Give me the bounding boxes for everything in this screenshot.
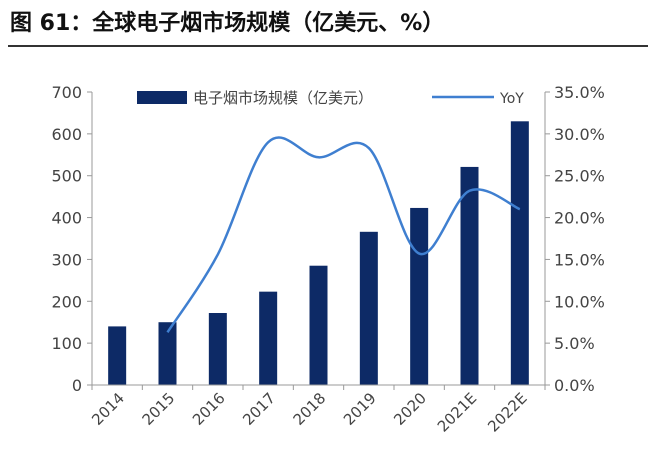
bar-2015 bbox=[158, 322, 177, 385]
x-category-label: 2017 bbox=[239, 389, 279, 429]
right-tick-label: 35.0% bbox=[554, 83, 605, 102]
title-divider bbox=[8, 45, 648, 47]
x-category-label: 2016 bbox=[189, 389, 229, 429]
bar-2014 bbox=[108, 326, 127, 385]
bar-2017 bbox=[259, 291, 278, 385]
right-tick-label: 20.0% bbox=[554, 209, 605, 228]
left-tick-label: 400 bbox=[51, 209, 82, 228]
left-tick-label: 700 bbox=[51, 83, 82, 102]
right-tick-label: 0.0% bbox=[554, 376, 595, 395]
bar-2018 bbox=[309, 265, 328, 385]
left-tick-label: 200 bbox=[51, 292, 82, 311]
right-tick-label: 5.0% bbox=[554, 334, 595, 353]
x-category-label: 2022E bbox=[484, 389, 530, 435]
bar-2020 bbox=[410, 207, 429, 385]
x-category-label: 2019 bbox=[340, 389, 380, 429]
right-tick-label: 10.0% bbox=[554, 292, 605, 311]
legend-line-label: YoY bbox=[499, 91, 524, 107]
left-tick-label: 300 bbox=[51, 250, 82, 269]
bar-2021E bbox=[460, 166, 479, 385]
x-category-label: 2014 bbox=[88, 389, 128, 429]
bar-2019 bbox=[359, 231, 378, 385]
left-tick-label: 500 bbox=[51, 167, 82, 186]
left-tick-label: 0 bbox=[72, 376, 82, 395]
right-tick-label: 15.0% bbox=[554, 250, 605, 269]
yoy-line bbox=[166, 136, 521, 333]
legend-bar-label: 电子烟市场规模（亿美元） bbox=[193, 89, 373, 107]
bar-2016 bbox=[208, 313, 227, 385]
figure-title: 图 61：全球电子烟市场规模（亿美元、%） bbox=[10, 11, 445, 36]
bar-2022E bbox=[510, 121, 529, 386]
right-tick-label: 30.0% bbox=[554, 125, 605, 144]
x-category-label: 2021E bbox=[434, 389, 480, 435]
legend-bar-swatch bbox=[137, 91, 187, 104]
left-tick-label: 600 bbox=[51, 125, 82, 144]
x-category-label: 2015 bbox=[139, 389, 179, 429]
left-tick-label: 100 bbox=[51, 334, 82, 353]
x-category-label: 2018 bbox=[290, 389, 330, 429]
x-category-label: 2020 bbox=[390, 389, 430, 429]
right-tick-label: 25.0% bbox=[554, 167, 605, 186]
